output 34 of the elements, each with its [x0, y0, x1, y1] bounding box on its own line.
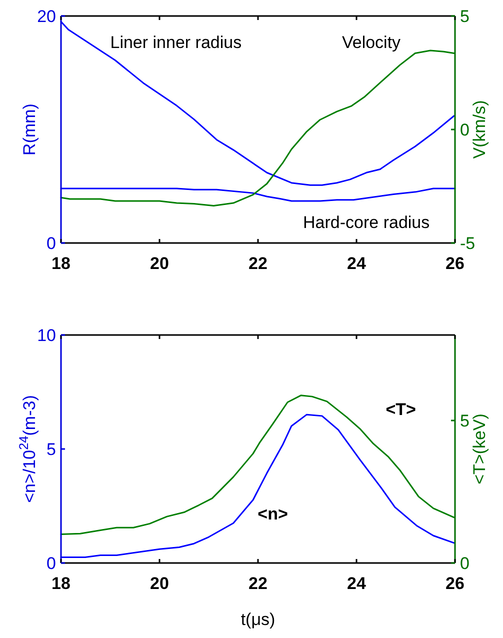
- y2-axis-title: <T>(keV): [470, 414, 489, 484]
- line-series: [60, 188, 456, 202]
- line-series: [60, 414, 455, 558]
- y2-tick-label: 0: [460, 120, 470, 140]
- series-label: <T>: [386, 400, 416, 419]
- x-tick-label: 20: [150, 254, 169, 273]
- y-tick-label: 0: [46, 554, 56, 573]
- line-series: [60, 50, 455, 207]
- y-tick-label: 0: [46, 234, 56, 253]
- x-tick-label: 26: [446, 254, 464, 273]
- y2-tick-label: 5: [460, 412, 470, 430]
- x-tick-label: 24: [347, 254, 366, 273]
- x-tick-label: 24: [347, 574, 366, 593]
- y-tick-label: 20: [37, 7, 56, 26]
- y2-tick-label: 5: [460, 7, 470, 26]
- y-axis-title: R(mm): [20, 104, 39, 156]
- y2-tick-label: 0: [460, 554, 470, 573]
- series-label: <n>: [258, 504, 288, 524]
- x-axis-title: t(μs): [240, 610, 276, 629]
- x-tick-label: 18: [52, 574, 70, 593]
- x-tick-label: 22: [248, 254, 268, 273]
- line-series: [60, 394, 455, 535]
- x-tick-label: 18: [52, 254, 70, 273]
- x-tick-label: 26: [446, 574, 464, 593]
- series-label: Liner inner radius: [110, 32, 242, 52]
- series-label: Velocity: [342, 32, 402, 52]
- x-tick-label: 20: [150, 574, 169, 593]
- y2-axis-title: V(km/s): [470, 100, 489, 159]
- x-tick-label: 22: [248, 574, 268, 593]
- line-series: [60, 20, 455, 186]
- y-tick-label: 5: [46, 440, 56, 459]
- y-tick-label: 10: [37, 326, 56, 345]
- y2-tick-label: -5: [460, 234, 476, 253]
- series-label: Hard-core radius: [303, 213, 430, 232]
